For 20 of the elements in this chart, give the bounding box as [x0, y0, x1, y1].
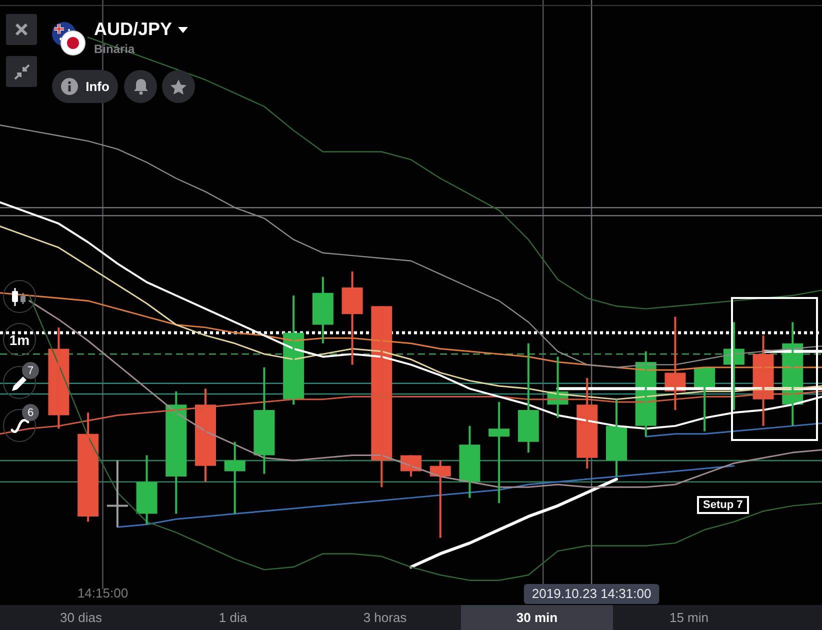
badge: 7 — [22, 362, 39, 379]
candlestick — [342, 272, 363, 365]
candlestick — [488, 402, 510, 504]
chart-title: AUD/JPY — [94, 19, 172, 40]
text: 1 dia — [218, 609, 248, 627]
annotation: 1m — [9, 332, 30, 348]
text: 3 horas — [362, 609, 408, 627]
candlestick — [136, 455, 158, 524]
info-button: Info — [52, 70, 118, 103]
candlestick — [106, 460, 128, 528]
text: 14:15:00 — [77, 586, 128, 601]
candlestick — [518, 343, 539, 453]
text: 2019.10.23 14:31:00 — [532, 586, 652, 602]
selected-tab: 30 min — [461, 605, 613, 630]
candlestick — [312, 276, 334, 344]
round-button: 1m — [3, 323, 36, 356]
text: 30 dias — [59, 609, 103, 627]
badge: 6 — [22, 404, 39, 421]
label-box: Setup 7 — [697, 496, 749, 514]
text: 15 min — [668, 609, 710, 627]
